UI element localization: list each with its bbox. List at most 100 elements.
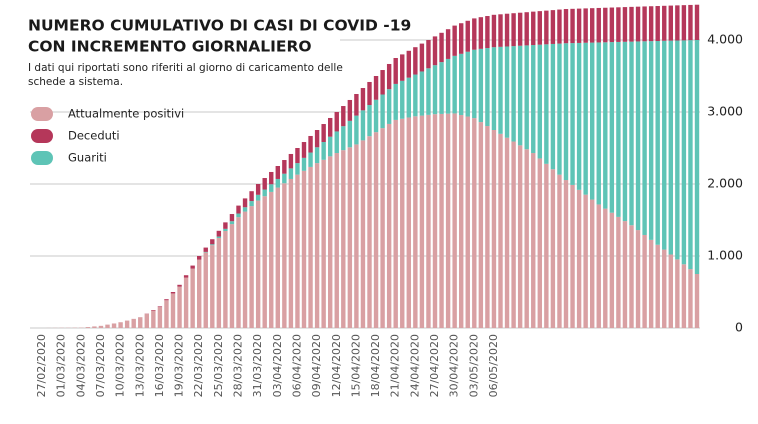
- x-tick-label: 15/04/2020: [349, 334, 362, 397]
- bar-segment: [426, 40, 430, 68]
- bar-segment: [361, 140, 365, 328]
- bar-segment: [380, 128, 384, 328]
- bar-segment: [151, 310, 155, 311]
- bar-segment: [308, 167, 312, 328]
- bar-segment: [263, 190, 267, 197]
- x-tick-label: 24/04/2020: [408, 334, 421, 397]
- bar-segment: [525, 12, 529, 45]
- bar-segment: [629, 225, 633, 328]
- bar-segment: [387, 89, 391, 124]
- x-tick-label: 10/03/2020: [114, 334, 127, 397]
- bar-segment: [623, 7, 627, 42]
- bar-segment: [223, 222, 227, 228]
- bar-segment: [256, 195, 260, 201]
- bar-segment: [597, 8, 601, 42]
- bar-segment: [603, 209, 607, 328]
- x-tick-label: 06/05/2020: [487, 334, 500, 397]
- bar-segment: [498, 134, 502, 328]
- bar-segment: [269, 172, 273, 184]
- bar-segment: [590, 43, 594, 200]
- bar-segment: [420, 116, 424, 328]
- bar-segment: [505, 14, 509, 47]
- bar-segment: [485, 16, 489, 48]
- x-tick-label: 27/04/2020: [428, 334, 441, 397]
- x-tick-label: 18/04/2020: [369, 334, 382, 397]
- bar-segment: [466, 52, 470, 117]
- bar-segment: [479, 49, 483, 122]
- chart-subtitle: I dati qui riportati sono riferiti al gi…: [28, 62, 343, 74]
- legend-label: Guariti: [68, 151, 107, 165]
- bar-segment: [577, 43, 581, 190]
- bar-segment: [335, 153, 339, 328]
- bar-segment: [230, 221, 234, 224]
- bar-segment: [577, 9, 581, 43]
- bar-segment: [413, 47, 417, 74]
- bar-segment: [230, 224, 234, 328]
- bar-segment: [669, 6, 673, 41]
- bar-segment: [538, 45, 542, 159]
- bar-segment: [335, 131, 339, 153]
- bar-segment: [118, 322, 122, 328]
- x-tick-label: 01/03/2020: [55, 334, 68, 397]
- bar-segment: [132, 319, 136, 328]
- x-tick-label: 07/03/2020: [94, 334, 107, 397]
- bar-segment: [204, 252, 208, 328]
- bar-segment: [603, 42, 607, 208]
- bar-segment: [616, 217, 620, 328]
- bar-segment: [315, 130, 319, 147]
- bar-segment: [380, 70, 384, 94]
- bar-segment: [190, 266, 194, 269]
- bar-segment: [341, 106, 345, 126]
- x-tick-label: 06/04/2020: [290, 334, 303, 397]
- bar-segment: [551, 10, 555, 44]
- bar-segment: [583, 195, 587, 328]
- bar-segment: [583, 43, 587, 195]
- bar-segment: [557, 175, 561, 328]
- bar-segment: [282, 174, 286, 184]
- bar-segment: [374, 132, 378, 328]
- bar-segment: [570, 185, 574, 328]
- bar-segment: [485, 126, 489, 328]
- bar-segment: [610, 8, 614, 43]
- bar-segment: [367, 136, 371, 328]
- bar-segment: [564, 9, 568, 43]
- bar-segment: [335, 112, 339, 131]
- bar-segment: [243, 198, 247, 207]
- y-tick-label: 4.000: [707, 32, 743, 47]
- bar-segment: [557, 10, 561, 44]
- bar-segment: [433, 114, 437, 328]
- bar-segment: [204, 248, 208, 252]
- bar-segment: [243, 212, 247, 328]
- bar-segment: [669, 254, 673, 328]
- bar-segment: [459, 54, 463, 115]
- bar-segment: [407, 78, 411, 118]
- bar-segment: [511, 13, 515, 46]
- bar-segment: [177, 287, 181, 328]
- bar-segment: [675, 259, 679, 328]
- bar-segment: [551, 44, 555, 169]
- bar-segment: [525, 45, 529, 149]
- bar-segment: [446, 59, 450, 114]
- bar-segment: [538, 11, 542, 45]
- bar-segment: [623, 42, 627, 221]
- bar-segment: [544, 44, 548, 164]
- bar-segment: [597, 204, 601, 328]
- bar-segment: [374, 76, 378, 100]
- bar-segment: [341, 150, 345, 328]
- bar-segment: [656, 41, 660, 245]
- bar-segment: [289, 168, 293, 179]
- bar-segment: [341, 126, 345, 150]
- bar-segment: [570, 43, 574, 185]
- bar-segment: [472, 18, 476, 49]
- bar-segment: [656, 6, 660, 41]
- bar-segment: [236, 214, 240, 218]
- bar-segment: [367, 82, 371, 105]
- bar-segment: [99, 326, 103, 328]
- bar-segment: [105, 325, 109, 328]
- bar-segment: [210, 239, 214, 244]
- chart-title: NUMERO CUMULATIVO DI CASI DI COVID -19: [28, 17, 411, 35]
- bar-segment: [354, 144, 358, 328]
- chart-title: CON INCREMENTO GIORNALIERO: [28, 38, 312, 56]
